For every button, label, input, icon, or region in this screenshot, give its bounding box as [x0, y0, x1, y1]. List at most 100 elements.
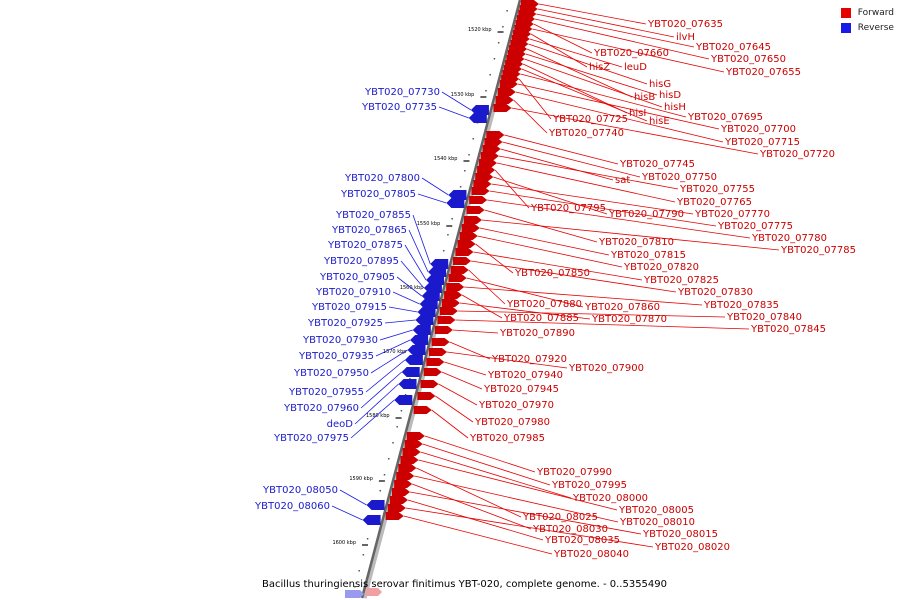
- forward-gene-ybt020-08015[interactable]: [392, 488, 411, 496]
- forward-gene-label[interactable]: YBT020_08035: [544, 535, 620, 546]
- forward-gene-ybt020-07765[interactable]: [478, 159, 497, 167]
- forward-gene-label[interactable]: YBT020_07645: [695, 42, 771, 53]
- reverse-gene-ybt020-07925[interactable]: [415, 315, 434, 325]
- reverse-gene-label[interactable]: YBT020_08060: [254, 501, 330, 512]
- forward-gene-label[interactable]: YBT020_07900: [568, 363, 644, 374]
- forward-gene-label[interactable]: YBT020_07860: [584, 302, 660, 313]
- reverse-gene-label[interactable]: YBT020_07950: [293, 368, 369, 379]
- forward-gene-label[interactable]: YBT020_07715: [724, 137, 800, 148]
- forward-gene-ybt020-07900[interactable]: [428, 348, 447, 356]
- forward-gene-ybt020-07785[interactable]: [463, 216, 482, 224]
- forward-gene-ybt020-07920[interactable]: [431, 338, 450, 346]
- forward-gene-ybt020-07870[interactable]: [441, 299, 460, 307]
- forward-gene-ybt020-07755[interactable]: [480, 152, 499, 160]
- reverse-gene-label[interactable]: YBT020_07915: [311, 302, 387, 313]
- reverse-gene-label[interactable]: YBT020_07800: [344, 173, 420, 184]
- reverse-gene-label[interactable]: YBT020_07910: [315, 287, 391, 298]
- forward-gene-label[interactable]: YBT020_07695: [687, 112, 763, 123]
- forward-gene-ybt020-07750[interactable]: [484, 138, 503, 146]
- forward-gene-ybt020-07890[interactable]: [434, 326, 453, 334]
- forward-gene-ybt020-07880[interactable]: [450, 266, 469, 274]
- forward-gene-label[interactable]: YBT020_07795: [530, 203, 606, 214]
- forward-gene-ybt020-07850[interactable]: [457, 240, 476, 248]
- reverse-gene-deod[interactable]: [398, 379, 417, 389]
- forward-gene-label[interactable]: sat: [615, 175, 630, 186]
- forward-gene-label[interactable]: YBT020_07700: [720, 124, 796, 135]
- forward-gene-label[interactable]: hisG: [649, 79, 671, 90]
- forward-gene-label[interactable]: YBT020_07920: [491, 354, 567, 365]
- reverse-gene-label[interactable]: YBT020_07895: [323, 256, 399, 267]
- forward-gene-label[interactable]: YBT020_07720: [759, 149, 835, 160]
- forward-gene-ybt020-07700[interactable]: [499, 80, 518, 88]
- reverse-gene-label[interactable]: deoD: [327, 419, 354, 430]
- forward-gene-ybt020-07790[interactable]: [475, 173, 494, 181]
- forward-gene-ybt020-07990[interactable]: [406, 432, 425, 440]
- forward-gene-label[interactable]: YBT020_07750: [641, 172, 717, 183]
- reverse-gene-ybt020-07865[interactable]: [428, 267, 447, 277]
- forward-gene-ybt020-07835[interactable]: [446, 283, 465, 291]
- forward-gene-label[interactable]: YBT020_08015: [642, 529, 718, 540]
- reverse-gene-label[interactable]: YBT020_07960: [283, 403, 359, 414]
- forward-gene-ybt020-08040[interactable]: [385, 512, 404, 520]
- forward-gene-label[interactable]: YBT020_07780: [751, 233, 827, 244]
- forward-gene-label[interactable]: YBT020_07660: [593, 48, 669, 59]
- reverse-gene-ybt020-07915[interactable]: [417, 307, 436, 317]
- forward-gene-ybt020-07840[interactable]: [439, 307, 458, 315]
- forward-gene-label[interactable]: YBT020_07885: [503, 313, 579, 324]
- reverse-gene-label[interactable]: YBT020_07955: [288, 387, 364, 398]
- forward-gene-label[interactable]: YBT020_07850: [514, 268, 590, 279]
- forward-gene-label[interactable]: YBT020_08025: [522, 512, 598, 523]
- forward-gene-label[interactable]: hisZ: [589, 62, 610, 73]
- reverse-gene-label[interactable]: YBT020_07855: [335, 210, 411, 221]
- forward-gene-label[interactable]: YBT020_07725: [552, 114, 628, 125]
- forward-gene-ybt020-08030[interactable]: [394, 480, 413, 488]
- reverse-gene-label[interactable]: YBT020_07975: [273, 433, 349, 444]
- reverse-gene-ybt020-07735[interactable]: [468, 113, 487, 123]
- forward-gene-ybt020-08035[interactable]: [389, 496, 408, 504]
- forward-gene-ybt020-08025[interactable]: [398, 464, 417, 472]
- forward-gene-ybt020-07825[interactable]: [455, 248, 474, 256]
- reverse-gene-label[interactable]: YBT020_07875: [327, 240, 403, 251]
- reverse-gene-ybt020-07800[interactable]: [448, 190, 467, 200]
- reverse-gene-label[interactable]: YBT020_07935: [298, 351, 374, 362]
- forward-gene-label[interactable]: YBT020_08020: [654, 542, 730, 553]
- forward-gene-ybt020-08010[interactable]: [396, 472, 415, 480]
- forward-gene-label[interactable]: YBT020_07820: [623, 262, 699, 273]
- reverse-gene-label[interactable]: YBT020_07925: [307, 318, 383, 329]
- forward-gene-label[interactable]: YBT020_07775: [717, 221, 793, 232]
- reverse-gene-ybt020-07905[interactable]: [421, 291, 440, 301]
- reverse-gene-ybt020-07895[interactable]: [423, 283, 442, 293]
- forward-gene-label[interactable]: YBT020_07940: [487, 370, 563, 381]
- forward-gene-label[interactable]: hisH: [664, 102, 686, 113]
- forward-gene-label[interactable]: hisE: [649, 116, 670, 127]
- forward-gene-ybt020-07970[interactable]: [420, 380, 439, 388]
- forward-gene-ybt020-07745[interactable]: [486, 131, 505, 139]
- reverse-gene-ybt020-07955[interactable]: [404, 355, 423, 365]
- forward-gene-ybt020-07945[interactable]: [423, 368, 442, 376]
- forward-gene-ybt020-07795[interactable]: [477, 166, 496, 174]
- forward-gene-ybt020-07815[interactable]: [461, 224, 480, 232]
- reverse-gene-label[interactable]: YBT020_07905: [319, 272, 395, 283]
- forward-gene-ybt020-07820[interactable]: [459, 232, 478, 240]
- forward-gene-label[interactable]: YBT020_08010: [619, 517, 695, 528]
- forward-gene-label[interactable]: YBT020_07870: [591, 314, 667, 325]
- forward-gene-label[interactable]: YBT020_08040: [553, 549, 629, 560]
- forward-gene-label[interactable]: YBT020_07840: [726, 312, 802, 323]
- forward-gene-label[interactable]: YBT020_07765: [676, 197, 752, 208]
- forward-gene-label[interactable]: YBT020_07990: [536, 467, 612, 478]
- forward-gene-label[interactable]: YBT020_07815: [610, 250, 686, 261]
- reverse-gene-ybt020-07950[interactable]: [407, 345, 426, 355]
- forward-gene-ybt020-07780[interactable]: [469, 196, 488, 204]
- forward-gene-ybt020-07720[interactable]: [493, 104, 512, 112]
- forward-gene-label[interactable]: YBT020_07635: [647, 19, 723, 30]
- forward-gene-label[interactable]: YBT020_08000: [572, 493, 648, 504]
- reverse-gene-label[interactable]: YBT020_07730: [364, 87, 440, 98]
- forward-gene-label[interactable]: hisB: [634, 92, 655, 103]
- forward-gene-ybt020-07845[interactable]: [437, 316, 456, 324]
- forward-gene-ybt020-07810[interactable]: [466, 206, 485, 214]
- forward-gene-label[interactable]: YBT020_07650: [710, 54, 786, 65]
- reverse-gene-ybt020-07855[interactable]: [430, 259, 449, 269]
- forward-gene-label[interactable]: YBT020_07770: [694, 209, 770, 220]
- forward-gene-ybt020-07775[interactable]: [471, 187, 490, 195]
- forward-gene-label[interactable]: YBT020_07985: [469, 433, 545, 444]
